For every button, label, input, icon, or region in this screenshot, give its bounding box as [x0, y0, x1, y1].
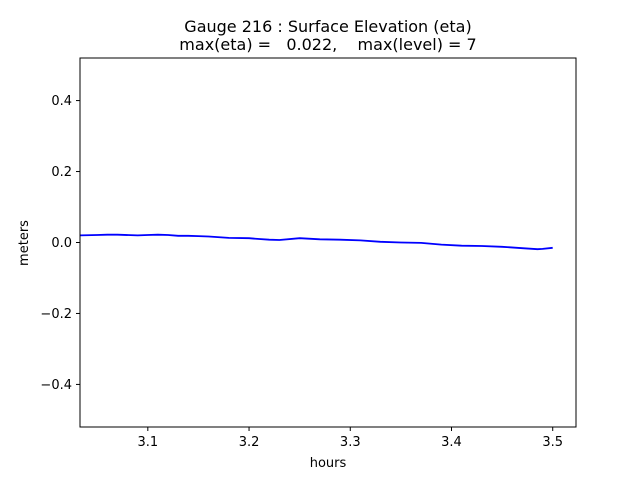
chart-subtitle: max(eta) = 0.022, max(level) = 7 — [179, 35, 476, 54]
y-tick-label: −0.4 — [40, 378, 72, 393]
x-tick-label: 3.3 — [340, 435, 361, 450]
y-axis-label: meters — [17, 220, 32, 266]
x-tick-label: 3.2 — [239, 435, 260, 450]
y-tick-label: 0.4 — [51, 94, 72, 109]
x-axis-ticks: 3.1 3.2 3.3 3.4 3.5 — [137, 427, 563, 450]
chart-title: Gauge 216 : Surface Elevation (eta) — [184, 17, 471, 36]
y-tick-label: 0.0 — [51, 236, 72, 251]
y-tick-label: 0.2 — [51, 165, 72, 180]
plot-frame — [79, 57, 577, 428]
series-line-eta — [79, 233, 553, 251]
x-tick-label: 3.1 — [137, 435, 158, 450]
y-tick-label: −0.2 — [40, 307, 72, 322]
x-tick-label: 3.5 — [542, 435, 563, 450]
y-axis-ticks: 0.4 0.2 0.0 −0.2 −0.4 — [40, 94, 80, 393]
x-axis-label: hours — [310, 456, 347, 471]
x-tick-label: 3.4 — [441, 435, 462, 450]
plot-area — [79, 233, 553, 251]
